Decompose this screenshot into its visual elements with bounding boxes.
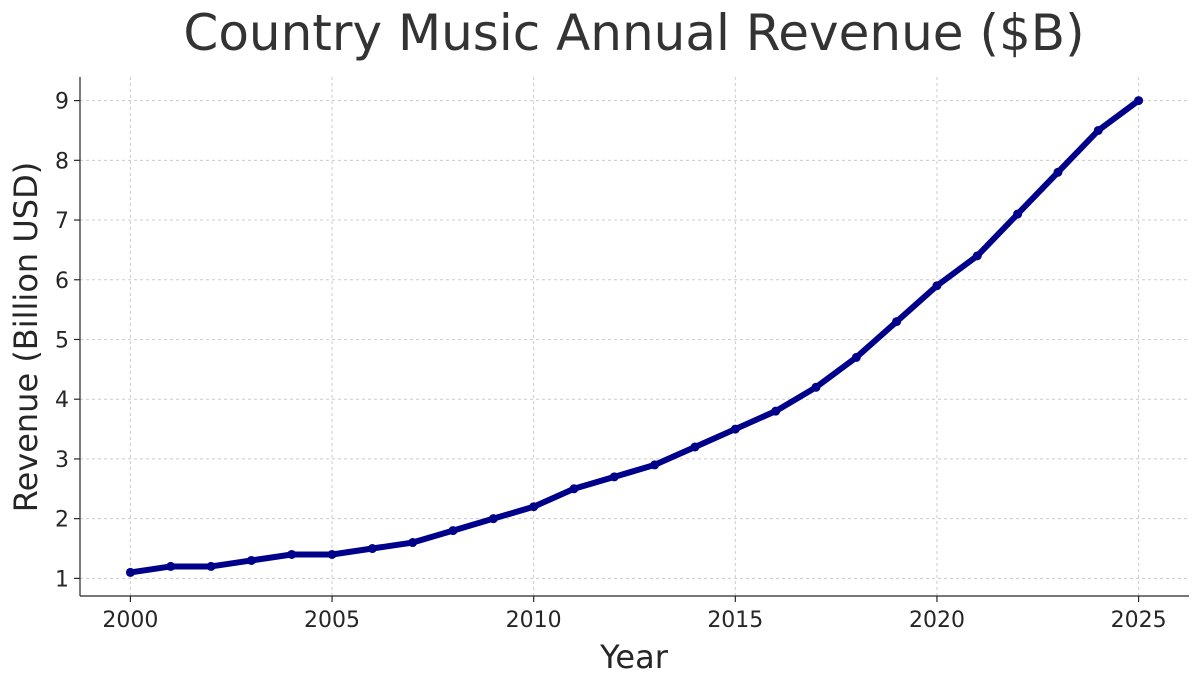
- data-point: [448, 526, 458, 536]
- y-tick-label: 9: [55, 90, 69, 115]
- data-points: [125, 96, 1144, 577]
- data-point: [811, 382, 821, 392]
- data-point: [287, 549, 297, 559]
- chart-title: Country Music Annual Revenue ($B): [183, 4, 1084, 62]
- data-point: [166, 561, 176, 571]
- data-point: [609, 472, 619, 482]
- x-tick-label: 2025: [1111, 608, 1167, 633]
- data-point: [972, 251, 982, 261]
- series-line-layer: [127, 97, 1142, 576]
- y-tick-label: 7: [55, 209, 69, 234]
- data-point: [569, 484, 579, 494]
- data-point: [125, 567, 135, 577]
- data-point: [1013, 209, 1023, 219]
- data-point: [408, 538, 418, 548]
- data-point: [327, 549, 337, 559]
- y-tick-label: 5: [55, 328, 69, 353]
- data-point: [206, 561, 216, 571]
- data-point: [367, 544, 377, 554]
- x-tick-label: 2000: [102, 608, 158, 633]
- data-point: [1134, 96, 1144, 106]
- y-tick-label: 3: [55, 448, 69, 473]
- grid-lines: [80, 77, 1189, 596]
- data-point: [771, 406, 781, 416]
- data-point: [1093, 125, 1103, 135]
- x-tick-label: 2015: [707, 608, 763, 633]
- data-point: [529, 502, 539, 512]
- data-point: [246, 555, 256, 565]
- series-line: [127, 97, 1142, 576]
- data-point: [488, 514, 498, 524]
- data-point: [851, 352, 861, 362]
- tick-labels: 2000 2005 2010 2015 2020 2025 1 2 3 4 5 6 7 8 9: [55, 90, 1167, 633]
- y-tick-label: 4: [55, 388, 69, 413]
- data-point: [730, 424, 740, 434]
- y-tick-label: 6: [55, 269, 69, 294]
- data-point: [1053, 167, 1063, 177]
- data-point: [932, 281, 942, 291]
- axes: [74, 77, 1189, 602]
- y-tick-label: 8: [55, 149, 69, 174]
- x-tick-label: 2020: [909, 608, 965, 633]
- data-point: [892, 317, 902, 327]
- data-point: [690, 442, 700, 452]
- y-tick-label: 2: [55, 508, 69, 533]
- x-axis-label: Year: [599, 638, 669, 676]
- x-tick-label: 2010: [506, 608, 562, 633]
- data-point: [650, 460, 660, 470]
- y-tick-label: 1: [55, 567, 69, 592]
- x-tick-label: 2005: [304, 608, 360, 633]
- y-axis-label: Revenue (Billion USD): [7, 162, 45, 512]
